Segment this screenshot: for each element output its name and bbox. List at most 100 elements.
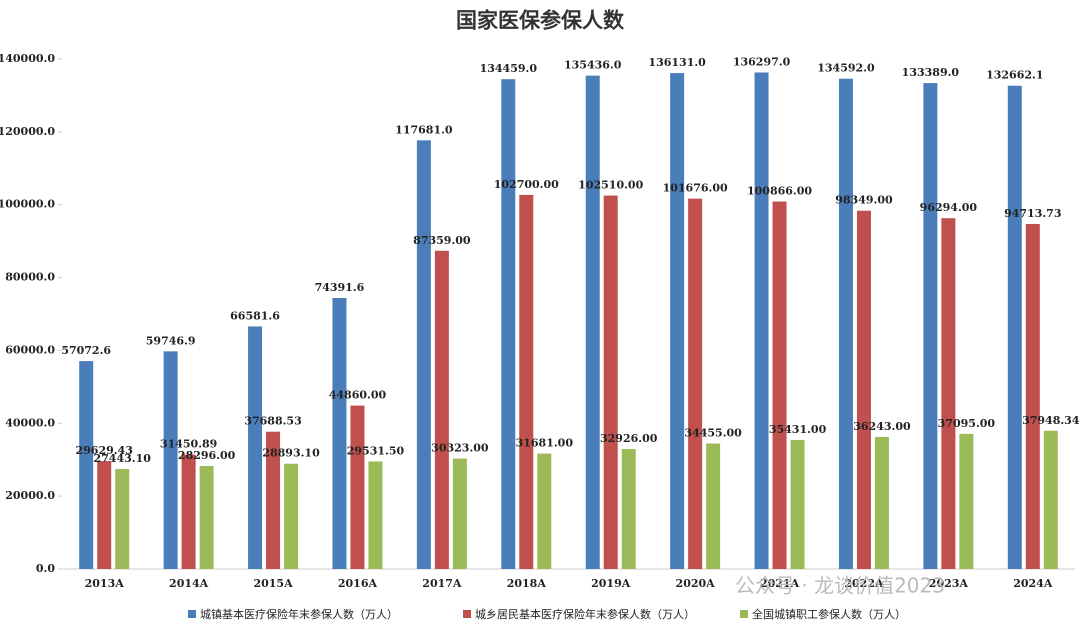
legend-label: 全国城镇职工参保人数（万人）: [752, 607, 906, 621]
value-label: 134459.0: [480, 62, 538, 75]
y-tick-label: 60000.0: [5, 343, 55, 356]
value-label: 101676.00: [663, 182, 728, 195]
value-label: 37688.53: [244, 415, 301, 428]
value-label: 37948.34: [1022, 414, 1080, 427]
value-label: 28893.10: [262, 447, 320, 460]
bar: [754, 72, 769, 569]
x-tick-label: 2016A: [338, 577, 378, 590]
x-tick-label: 2021A: [760, 577, 800, 590]
value-label: 102510.00: [578, 179, 643, 192]
chart-title: 国家医保参保人数: [456, 8, 625, 33]
value-label: 30323.00: [431, 442, 489, 455]
legend-label: 城镇基本医疗保险年末参保人数（万人）: [200, 607, 398, 621]
value-label: 100866.00: [747, 185, 812, 198]
legend-label: 城乡居民基本医疗保险年末参保人数（万人）: [475, 607, 695, 621]
bar: [856, 210, 871, 569]
value-label: 35431.00: [769, 423, 827, 436]
value-label: 136297.0: [733, 55, 791, 68]
bar: [1025, 223, 1040, 569]
bar: [163, 351, 178, 569]
bar: [248, 326, 263, 569]
bar: [181, 454, 196, 569]
bar: [97, 461, 112, 569]
y-tick-label: 40000.0: [5, 416, 55, 429]
value-label: 134592.0: [817, 62, 875, 75]
bar: [772, 201, 787, 569]
bar: [350, 405, 365, 569]
value-label: 117681.0: [395, 123, 453, 136]
value-label: 36243.00: [853, 420, 911, 433]
value-label: 133389.0: [902, 66, 960, 79]
bar: [416, 140, 431, 569]
y-tick-label: 100000.0: [0, 198, 55, 211]
value-label: 96294.00: [920, 201, 978, 214]
value-label: 44860.00: [329, 389, 387, 402]
bar: [670, 73, 685, 570]
bar: [603, 195, 618, 569]
value-label: 98349.00: [835, 194, 893, 207]
value-label: 34455.00: [684, 426, 742, 439]
x-tick-label: 2017A: [422, 577, 462, 590]
bar: [959, 433, 974, 569]
x-tick-label: 2019A: [591, 577, 631, 590]
bar: [688, 198, 703, 569]
value-label: 27443.10: [94, 452, 152, 465]
value-label: 74391.6: [315, 281, 365, 294]
bar: [452, 458, 467, 569]
value-label: 94713.73: [1004, 207, 1061, 220]
y-tick-label: 140000.0: [0, 52, 55, 65]
value-label: 37095.00: [938, 417, 996, 430]
value-label: 31681.00: [516, 437, 574, 450]
value-label: 132662.1: [986, 69, 1043, 82]
bar: [434, 250, 449, 569]
x-tick-label: 2024A: [1013, 577, 1053, 590]
bar: [501, 79, 516, 570]
bar: [519, 194, 534, 569]
x-tick-label: 2013A: [85, 577, 125, 590]
value-label: 136131.0: [648, 56, 706, 69]
bar: [199, 465, 214, 569]
y-tick-label: 80000.0: [5, 271, 55, 284]
bar: [115, 469, 130, 569]
value-label: 135436.0: [564, 59, 622, 72]
bar: [1007, 85, 1022, 569]
bar: [368, 461, 383, 569]
bar: [923, 83, 938, 569]
bar: [1043, 430, 1058, 569]
bar: [838, 78, 853, 570]
bar: [621, 449, 636, 569]
legend-swatch: [740, 610, 748, 618]
bar: [332, 298, 347, 569]
x-tick-label: 2014A: [169, 577, 209, 590]
value-label: 59746.9: [146, 334, 196, 347]
value-label: 31450.89: [160, 437, 217, 450]
bar: [79, 361, 94, 569]
value-label: 102700.00: [494, 178, 559, 191]
value-label: 57072.6: [61, 344, 111, 357]
y-tick-label: 0.0: [36, 562, 55, 575]
bar: [537, 453, 552, 569]
y-tick-label: 120000.0: [0, 125, 55, 138]
x-tick-label: 2020A: [676, 577, 716, 590]
bar: [266, 431, 281, 569]
value-label: 28296.00: [178, 449, 236, 462]
x-tick-label: 2018A: [507, 577, 547, 590]
bar: [284, 463, 299, 569]
value-label: 87359.00: [413, 234, 471, 247]
legend-swatch: [188, 610, 196, 618]
x-tick-label: 2023A: [929, 577, 969, 590]
bar: [706, 443, 721, 569]
value-label: 32926.00: [600, 432, 658, 445]
legend-swatch: [463, 610, 471, 618]
bar: [941, 218, 956, 569]
bar: [585, 75, 600, 569]
watermark: 公众号 · 龙谈价值2023: [735, 574, 945, 598]
value-label: 29629.43: [76, 444, 133, 457]
value-label: 29531.50: [347, 444, 405, 457]
bar: [790, 439, 805, 569]
x-tick-label: 2022A: [844, 577, 884, 590]
bar: [874, 436, 889, 569]
value-label: 66581.6: [230, 309, 280, 322]
y-tick-label: 20000.0: [5, 489, 55, 502]
